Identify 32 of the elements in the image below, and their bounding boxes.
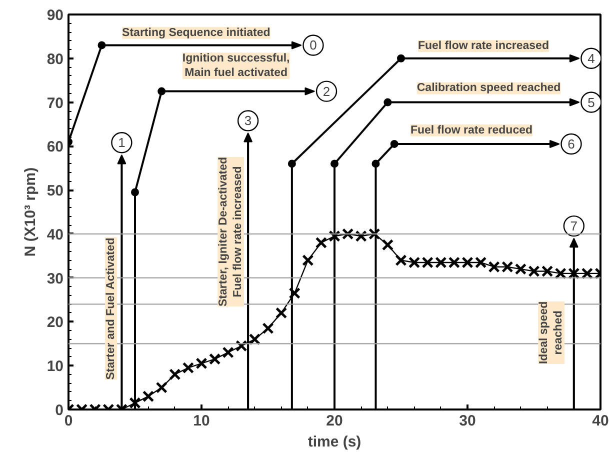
y-tick-label: 60 xyxy=(46,138,64,156)
annotation: Starter, Igniter De-activated Fuel flow rate increased xyxy=(218,156,244,307)
annotation: Fuel flow rate reduced xyxy=(410,124,533,136)
x-tick-label: 30 xyxy=(459,412,476,430)
y-tick-label: 90 xyxy=(46,7,64,24)
x-tick-label: 40 xyxy=(592,412,609,430)
x-tick-label: 20 xyxy=(326,412,343,430)
annotation: 2 xyxy=(322,84,330,99)
y-tick-label: 80 xyxy=(46,50,64,68)
annotation: Fuel flow rate increased xyxy=(418,40,549,52)
annotation: Calibration speed reached xyxy=(416,82,561,94)
y-tick-label: 40 xyxy=(46,226,64,244)
y-tick-label: 70 xyxy=(46,94,64,112)
y-tick-label: 0 xyxy=(55,402,64,419)
annotation: 7 xyxy=(570,218,578,234)
y-tick-label: 50 xyxy=(46,182,64,200)
y-tick-label: 10 xyxy=(46,358,64,376)
annotation: 1 xyxy=(118,135,126,150)
annotation: Ideal speed reached xyxy=(538,301,564,364)
annotation: 6 xyxy=(568,136,575,152)
y-tick-label: 20 xyxy=(46,314,64,332)
annotation: 4 xyxy=(588,50,595,66)
annotation: Ignition successful, Main fuel activated xyxy=(182,52,290,80)
x-axis-title: time (s) xyxy=(308,434,362,450)
y-tick-label: 30 xyxy=(46,270,64,288)
annotation: Starter and Fuel Activated xyxy=(105,238,118,380)
annotation: Starting Sequence initiated xyxy=(122,26,270,39)
annotation: 5 xyxy=(588,94,595,110)
x-tick-label: 10 xyxy=(193,412,210,430)
annotation: 0 xyxy=(310,38,317,53)
y-axis-title: N (X10³ rpm) xyxy=(22,167,39,257)
annotation: 3 xyxy=(244,113,252,128)
